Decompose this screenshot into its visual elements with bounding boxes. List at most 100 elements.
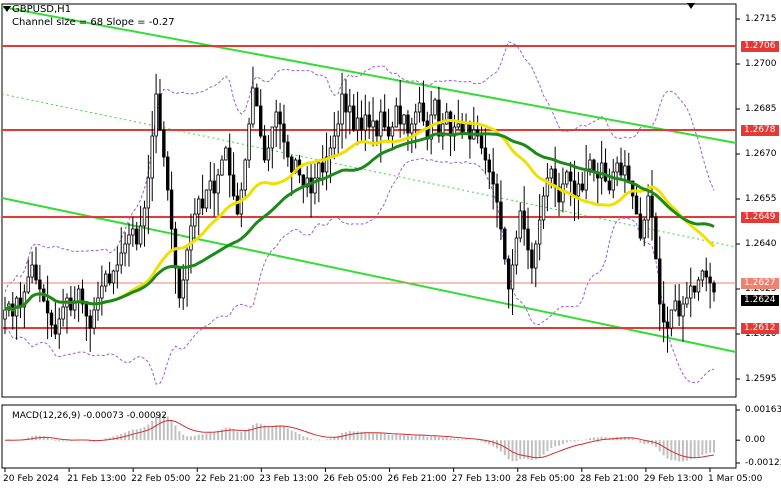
horizontal-levels (2, 46, 736, 328)
candle-body (534, 244, 537, 268)
symbol-title: GBPUSD,H1 (12, 4, 71, 16)
candle-body (391, 127, 394, 136)
time-tick-label: 28 Feb 05:00 (516, 474, 575, 485)
candle-body (469, 124, 472, 139)
candle-body (411, 124, 414, 133)
price-tick-label: 1.2595 (745, 374, 777, 385)
candle-body (108, 274, 111, 283)
main-chart-frame (2, 4, 736, 468)
candle-body (399, 106, 402, 124)
candle-body (403, 115, 406, 124)
candle-body (627, 166, 630, 181)
level-price-badge: 1.2706 (741, 41, 779, 52)
candle-body (50, 313, 53, 325)
macd-tick-label: 0.00163 (745, 405, 781, 416)
price-tick-label: 1.2655 (745, 194, 777, 205)
scroll-down-icon[interactable] (687, 3, 695, 9)
candle-body (383, 112, 386, 127)
time-tick-label: 23 Feb 13:00 (259, 474, 318, 485)
candle-body (279, 112, 282, 124)
candle-body (651, 196, 654, 217)
candle-body (372, 121, 375, 127)
envelope-bands (5, 42, 714, 384)
candle-body (201, 199, 204, 208)
candle-body (635, 196, 638, 214)
candle-body (116, 265, 119, 271)
candle-body (352, 106, 355, 130)
candle-body (604, 163, 607, 181)
envelope-lower (5, 159, 714, 385)
candle-body (542, 196, 545, 220)
candle-body (620, 163, 623, 175)
menu-triangle-icon[interactable] (3, 6, 11, 12)
price-tick-label: 1.2670 (745, 149, 777, 160)
candle-body (531, 250, 534, 268)
candle-body (666, 322, 669, 328)
candle-body (449, 112, 452, 136)
candle-body (85, 304, 88, 316)
candle-body (480, 136, 483, 148)
level-price-badge: 1.2612 (741, 323, 779, 334)
candle-body (407, 115, 410, 133)
envelope-upper (5, 42, 714, 292)
candle-body (380, 112, 383, 136)
candle-body (705, 271, 708, 277)
candle-body (182, 280, 185, 298)
candle-body (77, 289, 80, 301)
channel-info: Channel size = 68 Slope = -0.27 (12, 17, 175, 29)
candle-body (112, 271, 115, 283)
candle-body (337, 124, 340, 136)
candle-body (658, 259, 661, 304)
candle-body (132, 229, 135, 235)
candle-body (147, 178, 150, 208)
candle-body (345, 94, 348, 112)
candle-body (682, 304, 685, 316)
axes (5, 19, 740, 472)
candle-body (170, 190, 173, 229)
candle-body (341, 94, 344, 124)
level-price-badge: 1.2649 (741, 212, 779, 223)
candle-body (492, 172, 495, 184)
candle-body (244, 160, 247, 190)
candle-body (360, 118, 363, 130)
candle-body (151, 136, 154, 178)
candle-body (600, 163, 603, 178)
candle-body (519, 211, 522, 238)
candle-body (368, 115, 371, 127)
candle-body (550, 169, 553, 178)
candle-body (217, 175, 220, 193)
candle-body (643, 220, 646, 238)
candle-body (27, 277, 30, 292)
candle-body (364, 115, 367, 130)
candle-body (225, 148, 228, 160)
candle-body (139, 226, 142, 244)
candle-body (205, 190, 208, 208)
candle-body (4, 310, 7, 319)
candle-body (503, 229, 506, 259)
price-tick-label: 1.2685 (745, 104, 777, 115)
candle-body (159, 94, 162, 130)
candle-body (662, 304, 665, 322)
current-price-badge: 1.2624 (741, 295, 779, 306)
candlesticks (4, 67, 716, 353)
candle-body (252, 88, 255, 124)
moving-averages (5, 121, 714, 311)
candle-body (713, 283, 716, 292)
candle-body (89, 316, 92, 328)
candle-body (608, 181, 611, 190)
time-tick-label: 26 Feb 05:00 (323, 474, 382, 485)
candle-body (585, 169, 588, 190)
candle-body (166, 157, 169, 190)
candle-body (686, 298, 689, 304)
candle-body (387, 127, 390, 136)
candle-body (438, 100, 441, 136)
candle-body (697, 280, 700, 292)
time-tick-label: 22 Feb 21:00 (195, 474, 254, 485)
candle-body (62, 307, 65, 319)
candle-body (290, 157, 293, 172)
time-tick-label: 26 Feb 21:00 (388, 474, 447, 485)
price-tick-label: 1.2700 (745, 59, 777, 70)
candle-body (155, 94, 158, 136)
candle-body (93, 310, 96, 328)
candle-body (418, 103, 421, 112)
